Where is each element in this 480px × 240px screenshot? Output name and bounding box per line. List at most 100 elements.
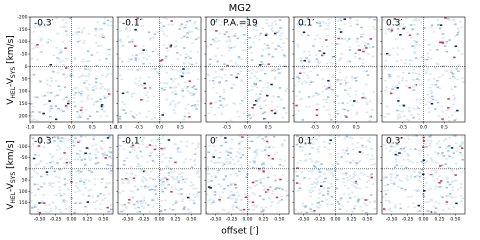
x-tick-label: 0.50 — [450, 217, 460, 223]
texture — [255, 180, 258, 182]
texture — [227, 46, 231, 48]
texture — [263, 43, 266, 45]
texture — [159, 205, 162, 207]
texture — [153, 148, 157, 151]
texture — [371, 46, 375, 48]
texture — [146, 146, 150, 149]
texture — [312, 147, 315, 150]
texture — [361, 65, 364, 67]
texture — [138, 68, 141, 70]
texture — [351, 104, 354, 107]
texture — [303, 68, 306, 70]
texture — [43, 104, 46, 106]
texture — [222, 105, 225, 108]
texture — [164, 157, 167, 159]
texture — [343, 137, 347, 140]
texture — [104, 153, 108, 156]
texture — [264, 206, 268, 209]
texture — [460, 53, 464, 55]
texture — [130, 166, 133, 168]
texture — [395, 38, 398, 40]
texture — [451, 169, 454, 172]
texture — [348, 46, 352, 48]
texture — [346, 177, 349, 179]
texture — [49, 107, 52, 110]
texture — [62, 193, 65, 195]
x-tick-label: 1.0 — [109, 125, 116, 131]
texture — [344, 115, 347, 117]
texture — [365, 47, 368, 49]
texture — [193, 196, 197, 198]
texture — [97, 45, 100, 47]
texture — [248, 77, 252, 79]
texture — [436, 19, 439, 21]
texture — [250, 72, 253, 74]
texture — [451, 186, 454, 189]
texture — [437, 63, 440, 65]
texture — [422, 193, 425, 195]
texture — [121, 61, 124, 63]
texture — [30, 136, 33, 139]
texture — [138, 211, 142, 213]
texture — [235, 155, 239, 158]
texture — [334, 63, 338, 65]
texture — [99, 35, 102, 38]
texture — [141, 138, 144, 141]
texture — [105, 75, 108, 78]
texture — [214, 76, 218, 79]
texture — [163, 187, 167, 189]
texture — [178, 28, 181, 30]
texture — [90, 171, 93, 173]
texture — [317, 193, 321, 195]
texture — [136, 69, 139, 71]
texture — [328, 142, 331, 145]
texture — [263, 164, 267, 166]
texture — [137, 143, 141, 145]
texture — [136, 211, 139, 213]
texture — [191, 105, 194, 107]
texture — [362, 202, 366, 204]
texture — [418, 79, 421, 81]
x-tick-label: 0.5 — [177, 125, 184, 131]
texture — [424, 161, 427, 163]
texture — [296, 162, 300, 164]
texture — [261, 137, 264, 140]
texture — [353, 100, 356, 102]
texture — [310, 170, 313, 173]
texture — [439, 24, 443, 26]
texture — [336, 201, 340, 203]
texture — [424, 103, 427, 106]
texture — [214, 101, 218, 103]
texture — [278, 72, 281, 74]
texture — [88, 159, 92, 162]
texture — [310, 187, 314, 190]
texture — [170, 67, 174, 69]
texture — [394, 150, 398, 153]
texture — [80, 90, 84, 92]
texture — [146, 186, 150, 189]
texture — [416, 210, 420, 213]
texture — [390, 145, 393, 148]
texture — [263, 140, 266, 142]
texture — [402, 71, 405, 74]
texture — [79, 91, 82, 93]
texture — [357, 49, 361, 51]
texture — [98, 59, 101, 61]
texture — [310, 183, 314, 186]
texture — [109, 157, 113, 159]
texture — [159, 22, 163, 24]
texture — [319, 25, 322, 27]
texture — [452, 152, 455, 154]
texture — [224, 141, 228, 144]
texture — [362, 92, 365, 95]
texture — [181, 75, 184, 78]
texture — [444, 138, 448, 140]
texture — [147, 76, 150, 78]
texture — [31, 105, 35, 108]
texture — [247, 165, 251, 167]
texture — [271, 55, 275, 58]
texture — [348, 136, 352, 139]
x-tick-label: -1.0 — [26, 125, 35, 131]
texture — [174, 143, 177, 145]
texture — [154, 48, 158, 50]
